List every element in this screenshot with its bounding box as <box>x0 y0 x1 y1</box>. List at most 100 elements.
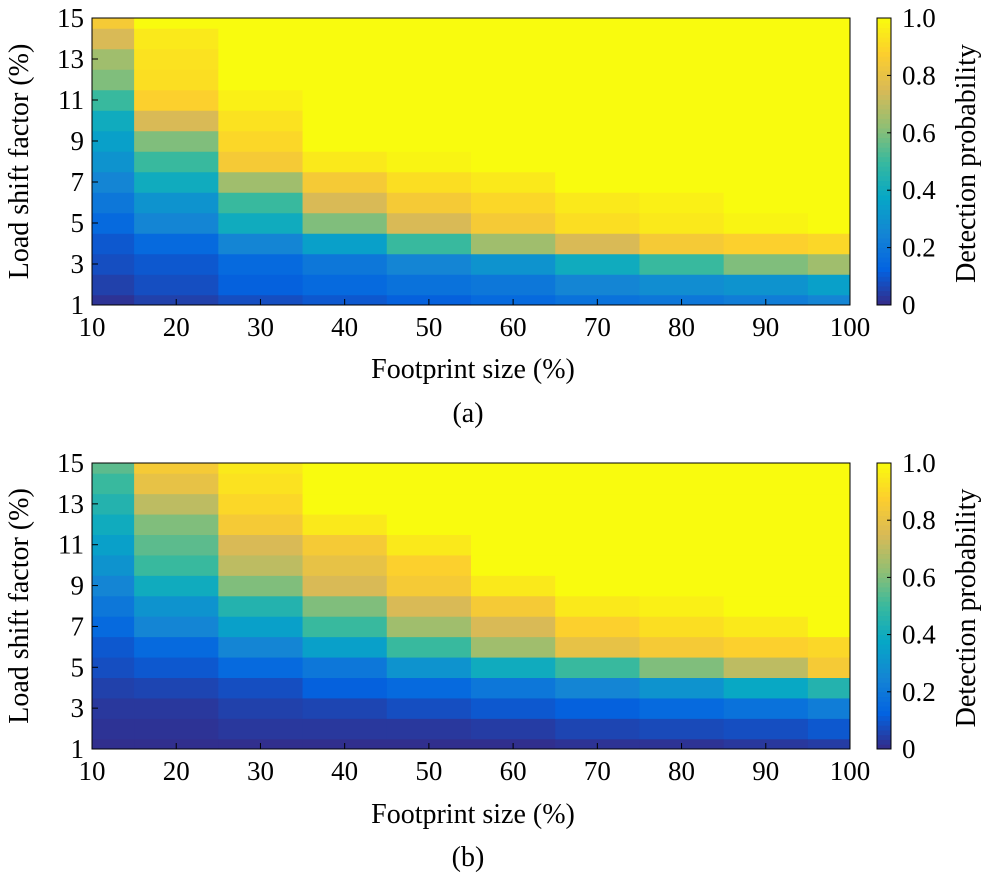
heatmap-cell <box>92 69 135 91</box>
heatmap-cell <box>92 253 135 275</box>
colorbar-segment <box>877 80 891 86</box>
x-tick-label: 90 <box>752 756 779 786</box>
heatmap-cell <box>92 171 135 193</box>
colorbar-segment <box>877 51 891 57</box>
heatmap-cell <box>134 253 219 275</box>
heatmap-cell <box>723 575 809 597</box>
heatmap-cell <box>134 575 219 597</box>
colorbar-segment <box>877 715 891 721</box>
heatmap-cell <box>92 110 135 132</box>
heatmap-cell <box>134 514 219 535</box>
colorbar-segment <box>877 199 891 206</box>
x-tick-label: 80 <box>668 312 695 342</box>
colorbar-segment <box>877 252 891 258</box>
heatmap-cell <box>555 192 640 214</box>
heatmap-cell <box>218 657 304 678</box>
heatmap-cell <box>92 636 135 658</box>
colorbar-tick-label: 0.4 <box>902 175 936 205</box>
heatmap-cell <box>92 738 135 750</box>
heatmap-cell <box>92 554 135 576</box>
y-tick-label: 11 <box>58 85 84 115</box>
heatmap-cell <box>218 616 304 638</box>
heatmap-cell <box>134 463 219 474</box>
panel-label: (b) <box>452 842 485 873</box>
colorbar-segment <box>877 61 891 67</box>
heatmap-cell <box>386 697 472 719</box>
heatmap-cell <box>92 274 135 296</box>
heatmap-cell <box>386 575 472 597</box>
heatmap-cell <box>92 575 135 597</box>
heatmap-cell <box>723 554 809 576</box>
heatmap-cell <box>302 463 388 474</box>
heatmap-cell <box>302 253 388 275</box>
heatmap-cell <box>471 534 556 556</box>
colorbar-tick-label: 0.8 <box>902 60 936 90</box>
heatmap-panel-b: 10 20 30 40 50 60 70 80 90 10013579111315Footprin… <box>4 448 982 873</box>
heatmap-cell <box>723 636 809 658</box>
heatmap-cell <box>639 28 725 50</box>
heatmap-cell <box>723 171 809 193</box>
x-tick-label: 10 <box>79 756 106 786</box>
colorbar-segment <box>877 634 891 640</box>
heatmap-cell <box>386 473 472 495</box>
colorbar-segment <box>877 285 891 292</box>
heatmap-cell <box>134 677 219 699</box>
heatmap-cell <box>134 69 219 91</box>
colorbar-frame <box>876 17 892 306</box>
colorbar-segment <box>877 180 891 186</box>
heatmap-cell <box>471 110 556 132</box>
heatmap-cell <box>555 514 640 535</box>
heatmap-cell <box>218 192 304 214</box>
colorbar-segment <box>877 128 891 134</box>
heatmap-cell <box>555 534 640 556</box>
heatmap-cell <box>723 69 809 91</box>
heatmap-cell <box>302 677 388 699</box>
heatmap-cell <box>723 718 809 740</box>
colorbar-segment <box>877 166 891 172</box>
heatmap-cell <box>386 274 472 296</box>
colorbar-segment <box>877 204 891 210</box>
x-axis-label: Footprint size (%) <box>371 354 575 385</box>
heatmap-cell <box>386 151 472 173</box>
heatmap-cell <box>302 514 388 535</box>
colorbar-segment <box>877 615 891 621</box>
heatmap-cell <box>639 69 725 91</box>
colorbar-tick-label: 1.0 <box>902 448 936 478</box>
heatmap-cell <box>471 28 556 50</box>
heatmap-cell <box>134 718 219 740</box>
colorbar-segment <box>877 653 891 659</box>
heatmap-cell <box>386 171 472 193</box>
colorbar-segment <box>877 696 891 702</box>
plot-area-frame <box>91 462 851 750</box>
heatmap-cell <box>134 534 219 556</box>
colorbar-tick-label: 0.8 <box>902 505 936 535</box>
colorbar-segment <box>877 625 891 631</box>
heatmap-cell <box>302 69 388 91</box>
heatmap-cell <box>386 677 472 699</box>
colorbar-segment <box>877 238 891 244</box>
colorbar-segment <box>877 710 891 717</box>
heatmap-cell <box>807 151 851 173</box>
heatmap-cell <box>134 697 219 719</box>
heatmap-cell <box>807 294 851 306</box>
heatmap-cell <box>639 18 725 29</box>
heatmap-cell <box>386 130 472 152</box>
heatmap-cell <box>723 212 809 234</box>
heatmap-cell <box>134 595 219 617</box>
heatmap-cell <box>218 534 304 556</box>
colorbar-segment <box>877 501 891 507</box>
colorbar-segment <box>877 601 891 607</box>
heatmap-cell <box>807 697 851 719</box>
heatmap-cell <box>134 616 219 638</box>
heatmap-cell <box>92 212 135 234</box>
heatmap-cell <box>134 130 219 152</box>
heatmap-cell <box>807 130 851 152</box>
y-tick-label: 1 <box>71 734 85 764</box>
heatmap-cell <box>134 274 219 296</box>
heatmap-cell <box>555 171 640 193</box>
plot-area-frame <box>91 17 851 306</box>
colorbar-segment <box>877 725 891 731</box>
heatmap-cell <box>723 253 809 275</box>
x-axis-label: Footprint size (%) <box>371 799 575 830</box>
